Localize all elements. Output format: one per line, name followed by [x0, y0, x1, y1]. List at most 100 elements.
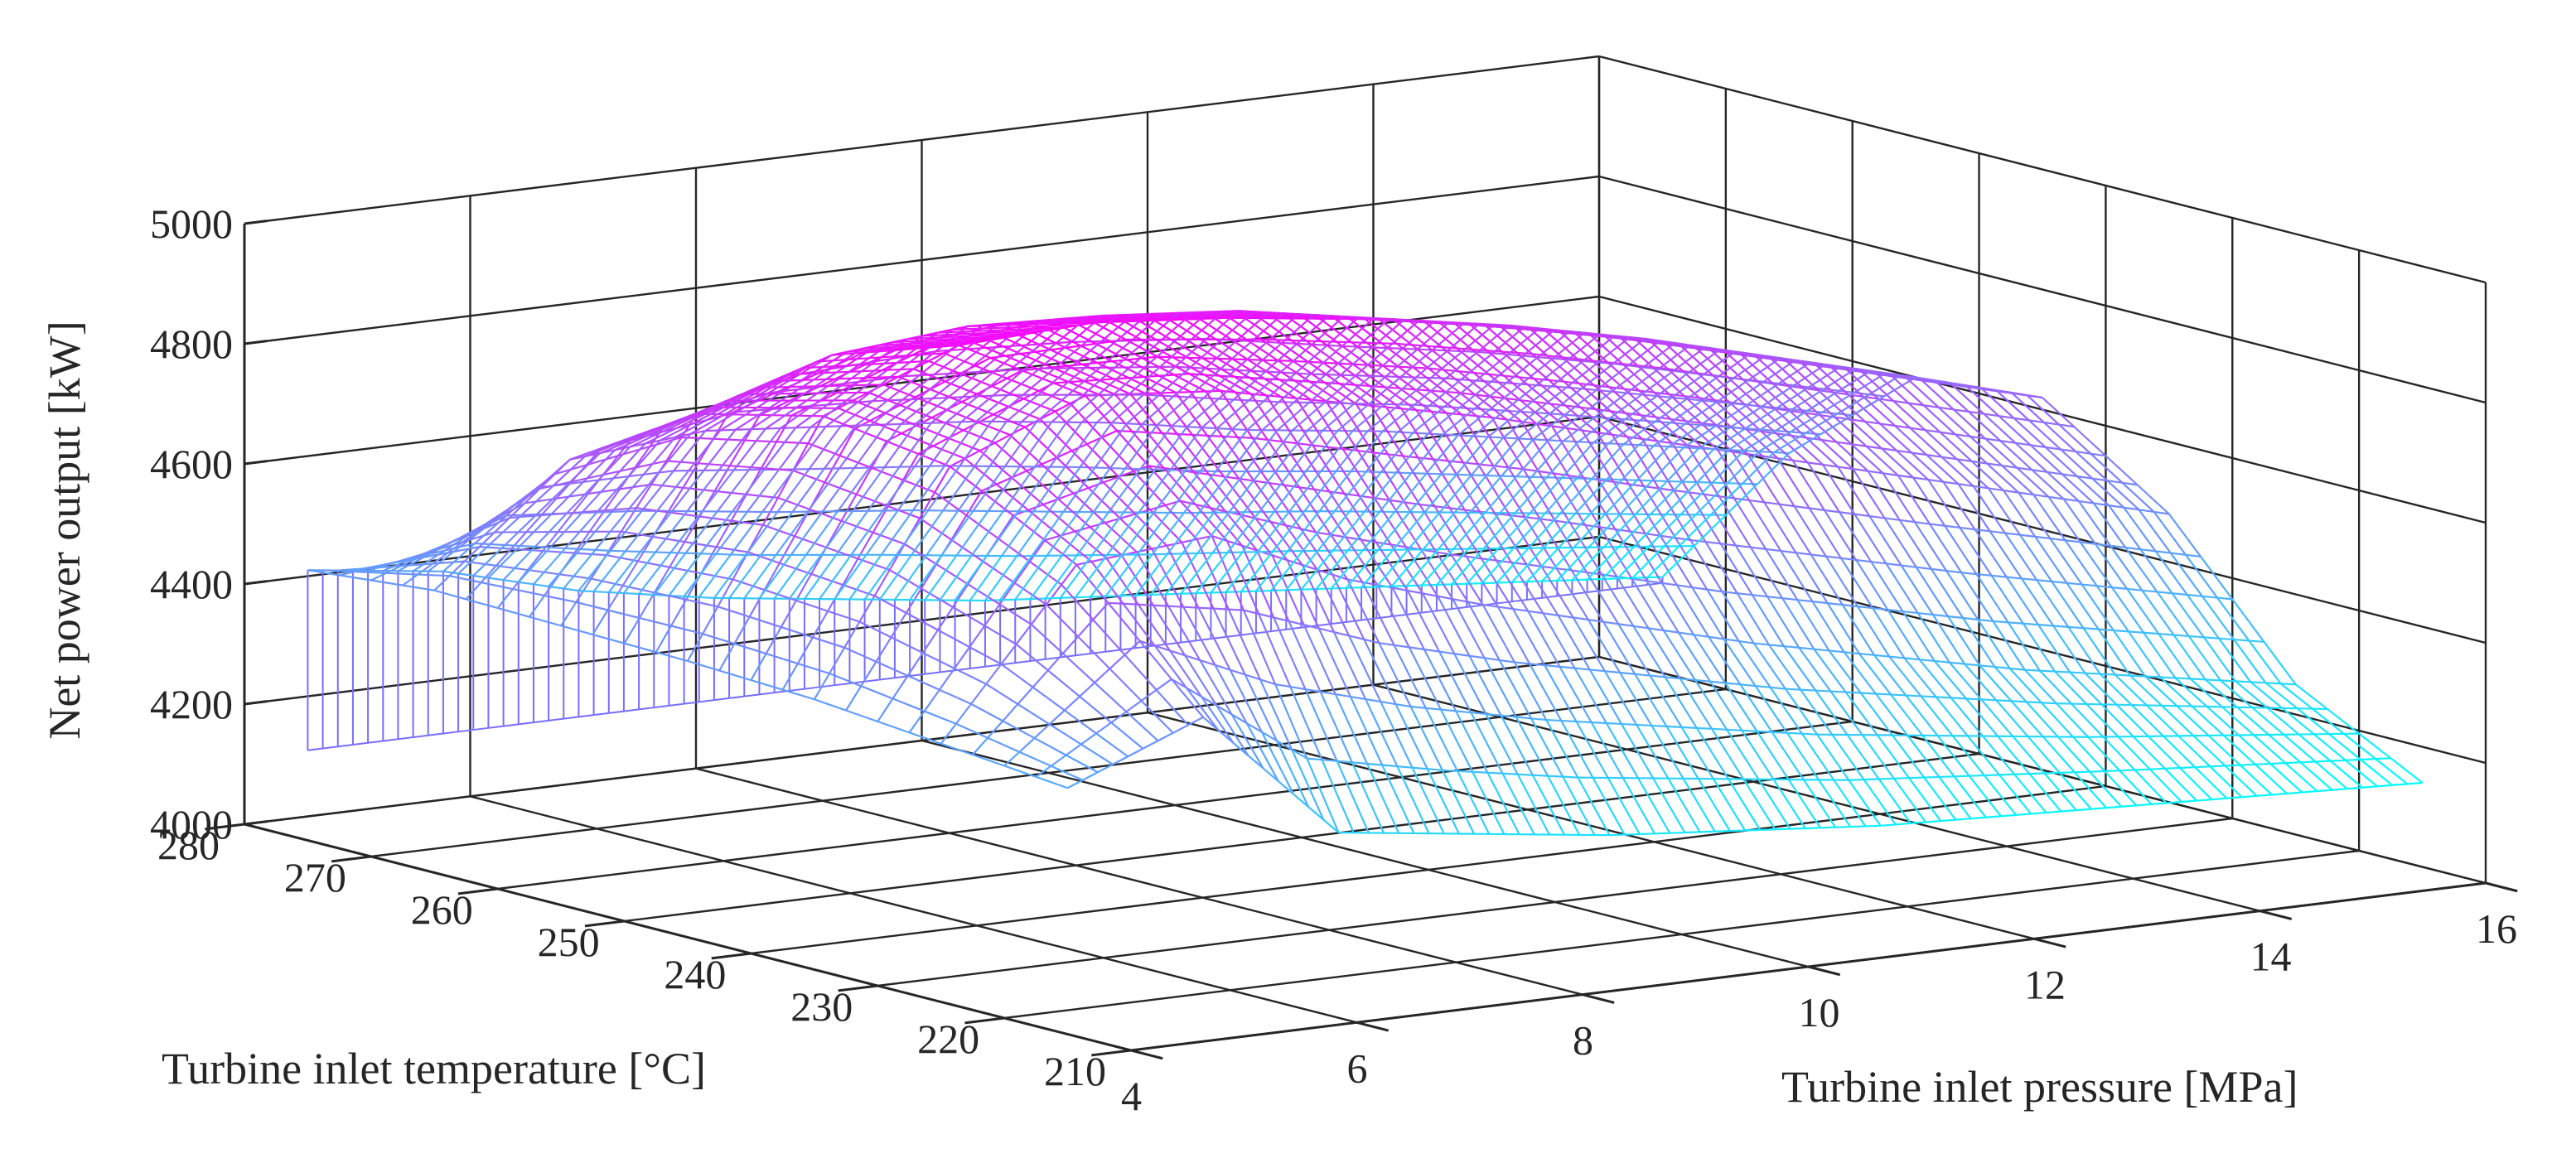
mesh-line: [2034, 536, 2068, 584]
mesh-line: [1155, 689, 1189, 726]
mesh-line: [1423, 649, 1457, 712]
mesh-line: [1516, 774, 1550, 836]
mesh-line: [2140, 548, 2156, 553]
mesh-line: [1124, 640, 1141, 656]
mesh-line: [1217, 358, 1250, 379]
mesh-line: [1298, 486, 1332, 536]
mesh-line: [943, 352, 976, 367]
mesh-line: [1589, 479, 1623, 514]
mesh-line: [1406, 590, 1441, 653]
mesh-line: [1140, 689, 1158, 702]
mesh-line: [1307, 757, 1322, 761]
mesh-line: [868, 391, 901, 407]
mesh-line: [1103, 475, 1119, 484]
mesh-line: [1514, 661, 1530, 665]
mesh-line: [2148, 736, 2181, 769]
mesh-line: [829, 347, 863, 370]
mesh-line: [1800, 688, 1816, 692]
mesh-line: [894, 554, 928, 601]
mesh-line: [1801, 732, 1818, 736]
mesh-line: [661, 416, 694, 433]
mesh-line: [686, 469, 720, 512]
mesh-line: [1686, 398, 1703, 402]
grid-line: [1003, 849, 2360, 1020]
mesh-line: [2134, 769, 2168, 804]
mesh-line: [2015, 813, 2032, 816]
mesh-line: [1182, 606, 1216, 666]
mesh-line: [1955, 433, 1971, 438]
mesh-line: [1650, 725, 1684, 779]
mesh-line: [753, 379, 786, 399]
mesh-line: [1830, 366, 1864, 398]
mesh-line: [1520, 399, 1553, 427]
mesh-line: [1462, 461, 1496, 514]
mesh-line: [1426, 345, 1443, 349]
mesh-line: [1966, 386, 2000, 417]
mesh-line: [1471, 348, 1505, 377]
mesh-line: [1293, 360, 1308, 363]
mesh-line: [1532, 413, 1566, 441]
mesh-line: [1573, 668, 1607, 724]
mesh-line: [1092, 602, 1109, 620]
mesh-line: [1996, 390, 2030, 422]
mesh-line: [1873, 654, 1890, 658]
mesh-line: [1853, 372, 1887, 393]
mesh-line: [1898, 519, 1932, 570]
mesh-line: [993, 405, 1009, 416]
mesh-line: [1189, 339, 1223, 369]
skirt-edge: [518, 722, 534, 726]
mesh-line: [1185, 338, 1219, 360]
mesh-line: [1621, 722, 1637, 726]
mesh-line: [2066, 582, 2082, 586]
mesh-line: [1947, 381, 1979, 389]
mesh-line: [1790, 827, 1805, 830]
z-tick-label: 4000: [150, 801, 233, 847]
mesh-line: [906, 611, 939, 631]
mesh-line: [1226, 511, 1260, 553]
mesh-line: [624, 642, 657, 654]
mesh-line: [1655, 372, 1689, 397]
mesh-line: [963, 421, 979, 432]
skirt-edge: [337, 744, 354, 748]
mesh-line: [2376, 784, 2393, 788]
mesh-line: [2375, 758, 2409, 785]
mesh-line: [1427, 407, 1461, 435]
mesh-line: [1423, 648, 1440, 653]
mesh-line: [1354, 384, 1370, 388]
mesh-line: [1424, 321, 1458, 350]
mesh-line: [1921, 695, 1936, 698]
mesh-line: [1646, 580, 1679, 634]
mesh-line: [1935, 696, 1969, 737]
mesh-line: [1097, 366, 1131, 396]
mesh-line: [2000, 440, 2016, 444]
mesh-line: [1682, 778, 1716, 833]
mesh-line: [665, 437, 683, 461]
mesh-line: [824, 401, 858, 427]
mesh-line: [1184, 654, 1201, 662]
mesh-line: [568, 452, 601, 485]
mesh-line: [823, 415, 856, 430]
mesh-line: [853, 423, 887, 469]
mesh-line: [2040, 702, 2074, 738]
mesh-line: [872, 531, 906, 545]
mesh-line: [1154, 426, 1188, 471]
grid-line: [751, 784, 2106, 955]
mesh-line: [1779, 503, 1795, 508]
mesh-line: [2343, 732, 2376, 760]
mesh-line: [814, 350, 848, 373]
mesh-line: [1059, 554, 1093, 599]
mesh-line: [1530, 717, 1547, 722]
mesh-line: [1452, 598, 1486, 659]
mesh-line: [1000, 663, 1034, 688]
mesh-line: [1667, 480, 1683, 483]
mesh-line: [1361, 586, 1377, 589]
mesh-line: [1535, 359, 1569, 386]
mesh-line: [948, 437, 981, 452]
mesh-line: [2090, 452, 2124, 484]
mesh-line: [853, 391, 869, 402]
mesh-line: [1886, 562, 1902, 567]
mesh-line: [1865, 445, 1899, 476]
mesh-line: [1237, 436, 1253, 439]
mesh-line: [1590, 334, 1623, 365]
mesh-line: [1785, 688, 1819, 736]
